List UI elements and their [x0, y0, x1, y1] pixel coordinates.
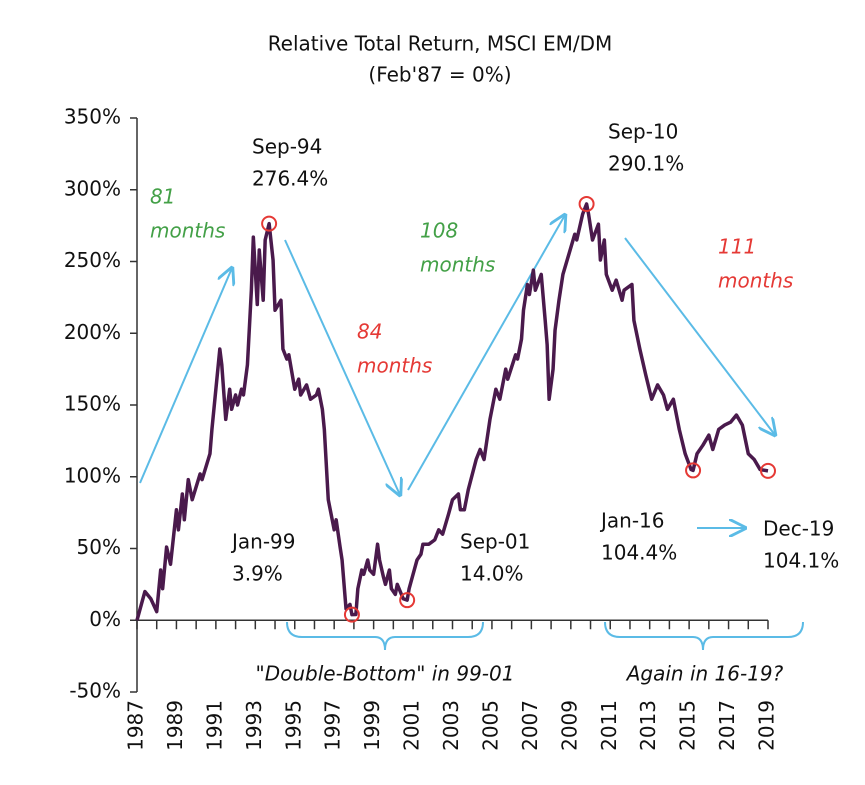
arrow-label: months — [718, 269, 793, 293]
arrow-label: 81 — [150, 185, 175, 209]
y-tick-label: 150% — [64, 392, 121, 416]
x-tick-label: 2011 — [597, 700, 621, 751]
line — [135, 202, 769, 621]
x-tick-label: 2013 — [636, 700, 660, 751]
x-tick-label: 2001 — [400, 700, 424, 751]
y-tick-label: 50% — [77, 535, 121, 559]
annotation-value: 104.4% — [601, 541, 677, 565]
chart-subtitle: (Feb'87 = 0%) — [368, 63, 511, 87]
x-tick-label: 2019 — [755, 700, 779, 751]
annotation-date: Jan-99 — [230, 530, 296, 554]
x-tick-label: 1987 — [124, 700, 148, 751]
arrow-label: months — [150, 219, 225, 243]
x-tick-label: 1991 — [202, 700, 226, 751]
bracket — [286, 621, 484, 651]
bracket-label: "Double-Bottom" in 99-01 — [256, 662, 515, 686]
arrow — [284, 239, 400, 495]
x-tick-label: 2005 — [478, 700, 502, 751]
x-tick-label: 2017 — [715, 700, 739, 751]
y-tick-label: 300% — [64, 176, 121, 200]
marker — [261, 215, 278, 232]
y-tick-label: 100% — [64, 463, 121, 487]
arrow-label: months — [357, 354, 432, 378]
arrow-label: 84 — [357, 320, 382, 344]
marker — [578, 195, 595, 212]
arrow-label: 111 — [718, 235, 756, 259]
annotation-date: Dec-19 — [763, 517, 834, 541]
marker — [685, 462, 702, 479]
marker — [760, 462, 776, 479]
y-tick-label: 0% — [89, 607, 121, 631]
annotation-value: 3.9% — [232, 562, 283, 586]
arrow-label: 108 — [420, 219, 458, 243]
chart-title: Relative Total Return, MSCI EM/DM — [268, 32, 613, 56]
annotation-date: Sep-94 — [252, 135, 322, 159]
annotation-date: Jan-16 — [599, 509, 665, 533]
bracket — [604, 621, 804, 651]
x-tick-label: 2009 — [557, 700, 581, 751]
annotation-value: 104.1% — [763, 549, 839, 573]
bracket-label: Again in 16-19? — [625, 662, 784, 686]
arrow — [624, 237, 775, 435]
x-tick-label: 1995 — [281, 700, 305, 751]
y-tick-label: 250% — [64, 248, 121, 272]
arrow — [407, 215, 565, 491]
x-tick-label: 1993 — [242, 700, 266, 751]
x-tick-label: 2015 — [676, 700, 700, 751]
annotation-value: 276.4% — [252, 167, 328, 191]
annotation-value: 14.0% — [460, 562, 524, 586]
annotation-date: Sep-01 — [460, 530, 530, 554]
x-tick-label: 2007 — [518, 700, 542, 751]
y-tick-label: -50% — [69, 679, 121, 703]
x-tick-label: 1997 — [321, 700, 345, 751]
marker — [399, 592, 416, 609]
x-tick-label: 2003 — [439, 700, 463, 751]
annotation-date: Sep-10 — [608, 120, 678, 144]
arrow — [139, 268, 232, 484]
marker — [343, 606, 360, 623]
x-tick-label: 1989 — [163, 700, 187, 751]
annotation-value: 290.1% — [608, 152, 684, 176]
y-tick-label: 350% — [64, 105, 121, 129]
arrow-label: months — [420, 253, 495, 277]
y-tick-label: 200% — [64, 320, 121, 344]
x-tick-label: 1999 — [360, 700, 384, 751]
